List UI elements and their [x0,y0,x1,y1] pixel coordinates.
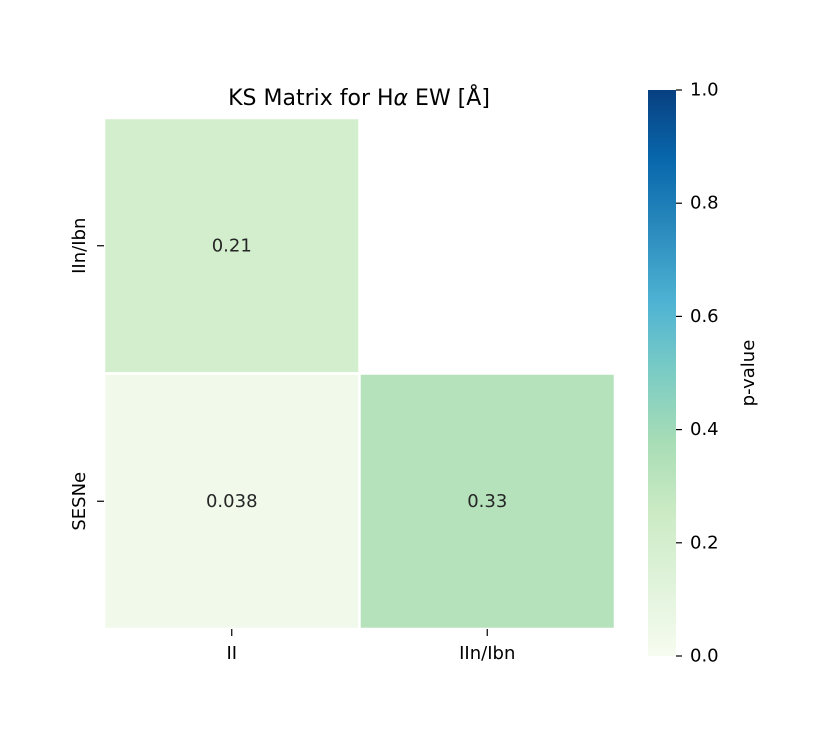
heatmap-cell [102,116,361,375]
colorbar-tick-label: 0.4 [690,419,719,440]
colorbar-tick-label: 1.0 [690,80,719,101]
x-tick-label: II [226,643,237,664]
colorbar-tick-label: 0.8 [690,193,719,214]
cell-value-label: 0.21 [212,235,252,256]
cell-value-label: 0.33 [467,491,507,512]
colorbar-tick-label: 0.6 [690,306,719,327]
heatmap-cells: 0.21 0.038 0.33 [102,116,617,631]
chart-title: KS Matrix for Hα EW [Å] [228,84,490,111]
x-axis: II IIn/Ibn [226,629,515,664]
colorbar-tick-label: 0.0 [690,646,719,667]
colorbar-label: p-value [738,340,759,407]
colorbar: 0.0 0.2 0.4 0.6 0.8 1.0 p-value [648,80,759,667]
cell-value-label: 0.038 [206,491,258,512]
y-tick-label: SESNe [69,472,90,531]
y-axis: IIn/Ibn SESNe [69,218,104,531]
heatmap-cell [102,372,361,631]
colorbar-tick-label: 0.2 [690,532,719,553]
colorbar-ticks: 0.0 0.2 0.4 0.6 0.8 1.0 [676,80,719,667]
x-tick-label: IIn/Ibn [459,643,515,664]
heatmap-cell [358,372,617,631]
colorbar-gradient [648,90,676,656]
y-tick-label: IIn/Ibn [69,218,90,274]
